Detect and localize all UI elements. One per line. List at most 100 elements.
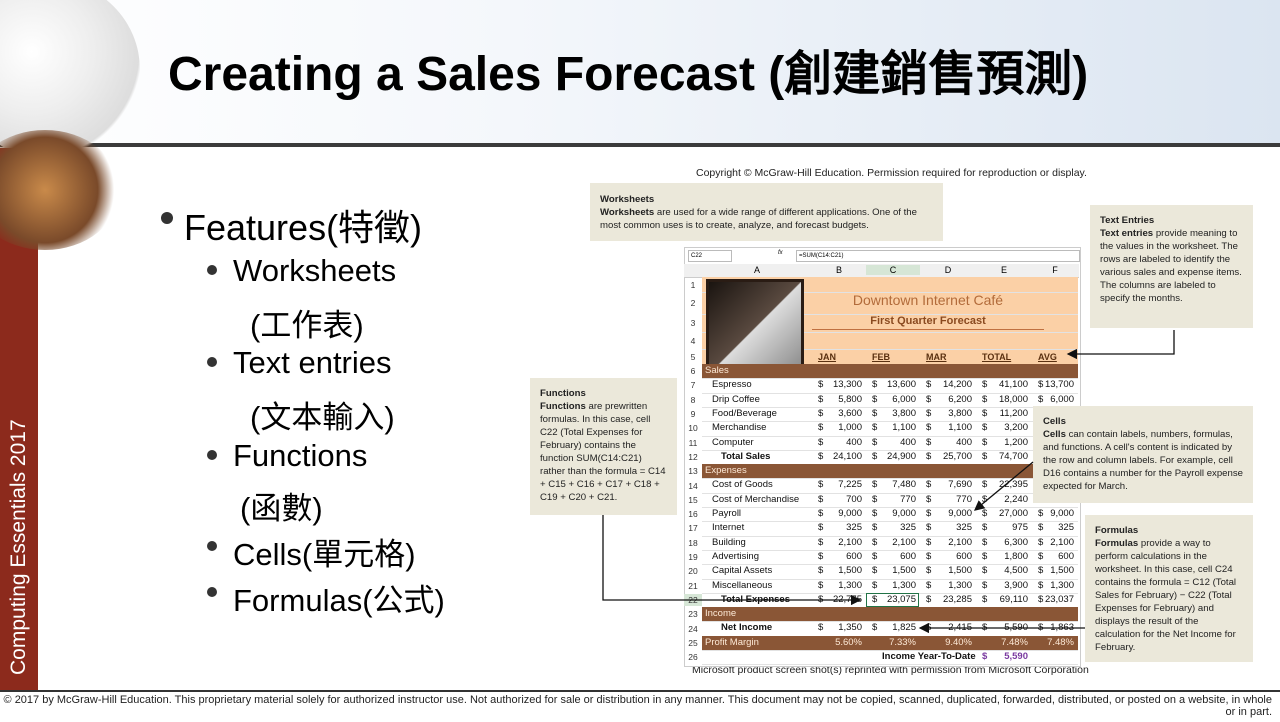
cell-value: 3,600 — [838, 407, 862, 419]
cell-value: 325 — [900, 522, 916, 534]
cell-value: 9,000 — [838, 508, 862, 519]
row-number: 20 — [688, 566, 698, 577]
row-fill — [702, 607, 1078, 622]
row-line — [702, 435, 1078, 437]
currency: $ — [982, 450, 988, 462]
sidebar-text: Computing Essentials 2017 — [7, 419, 30, 675]
currency: $ — [872, 593, 878, 605]
row-number: 15 — [688, 494, 698, 505]
row-label: Computer — [712, 436, 754, 448]
currency: $ — [982, 508, 988, 519]
bullet-item: Text entries — [233, 345, 392, 380]
currency: $ — [982, 550, 988, 562]
cell-value: 2,415 — [948, 622, 972, 634]
row-line — [702, 507, 1078, 508]
cell-value: 770 — [956, 493, 972, 505]
row-number: 14 — [688, 480, 698, 491]
currency: $ — [926, 565, 932, 577]
callout-body: Functions are prewritten formulas. In th… — [540, 401, 666, 503]
currency: $ — [818, 436, 824, 448]
row-line — [702, 664, 1078, 666]
bullet-item: (文本輸入) — [250, 400, 395, 435]
row-number: 9 — [690, 409, 696, 420]
cell-value: 69,110 — [999, 593, 1028, 605]
callout-heading: Functions — [540, 388, 586, 399]
row-label: Total Sales — [721, 450, 771, 462]
currency: $ — [982, 579, 988, 591]
month-header: MAR — [926, 352, 947, 362]
row-line — [702, 406, 1078, 408]
cell-value: 5,590 — [1004, 651, 1028, 662]
row-number: 22 — [684, 593, 702, 606]
row-label: Profit Margin — [705, 636, 759, 648]
month-header: FEB — [872, 352, 890, 362]
cell-value: 7.48% — [1047, 636, 1074, 648]
currency: $ — [872, 379, 878, 391]
row-line — [702, 349, 1078, 350]
currency: $ — [818, 479, 824, 491]
callout-heading: Worksheets — [600, 194, 655, 205]
row-number: 23 — [688, 609, 698, 620]
row-label: Merchandise — [712, 422, 767, 434]
slide-title: Creating a Sales Forecast (創建銷售預測) — [168, 48, 1089, 101]
bullet-dot — [207, 265, 217, 275]
bullet-dot — [207, 541, 217, 551]
bullet-item: (函數) — [240, 491, 323, 526]
row-number: 12 — [688, 451, 698, 462]
bullet-dot — [207, 357, 217, 367]
currency: $ — [1038, 550, 1044, 562]
callout-text: can contain labels, numbers, formulas, a… — [1043, 429, 1243, 492]
currency: $ — [872, 522, 878, 534]
currency: $ — [818, 622, 824, 634]
currency: $ — [982, 651, 988, 662]
cell-value: 6,200 — [948, 393, 972, 405]
cell-value: 325 — [846, 522, 862, 534]
row-fill — [702, 364, 1078, 379]
arrow — [1066, 330, 1175, 360]
cell-value: 6,000 — [892, 393, 916, 405]
currency: $ — [1038, 379, 1044, 391]
row-number: 25 — [688, 637, 698, 648]
cell-value: 1,500 — [892, 565, 916, 577]
row-label: Expenses — [705, 465, 747, 477]
callout-body: Text entries provide meaning to the valu… — [1100, 228, 1242, 304]
callout: Functions Functions are prewritten formul… — [530, 378, 677, 515]
row-line — [702, 449, 1078, 451]
currency: $ — [982, 422, 988, 434]
cell-value: 7.48% — [1001, 636, 1028, 648]
cell-value: 13,300 — [832, 379, 862, 391]
cell-value: 600 — [846, 550, 862, 562]
cell-value: 3,800 — [948, 407, 972, 419]
cell-value: 2,100 — [838, 536, 862, 548]
cell-value: 74,700 — [998, 450, 1028, 462]
cell-value: 400 — [900, 436, 916, 448]
cell-value: 1,500 — [838, 565, 862, 577]
row-line — [702, 392, 1078, 394]
cell-value: 1,800 — [1004, 550, 1028, 562]
cell-value: 3,200 — [1004, 422, 1028, 434]
function-icon: fx — [778, 250, 783, 256]
row-label: Cost of Goods — [712, 479, 773, 491]
currency: $ — [872, 565, 878, 577]
cell-value: 18,000 — [998, 393, 1028, 405]
callout-lead: Formulas — [1095, 538, 1139, 549]
currency: $ — [872, 622, 878, 634]
cell-value: 770 — [900, 493, 916, 505]
row-number: 2 — [690, 298, 696, 308]
cell-value: 24,100 — [832, 450, 862, 462]
photo — [706, 279, 804, 375]
currency: $ — [926, 450, 932, 462]
currency: $ — [926, 579, 932, 591]
cell-value: 975 — [1012, 522, 1028, 534]
cell-value: 3,800 — [892, 407, 916, 419]
currency: $ — [1038, 579, 1044, 591]
callout-text: are used for a wide range of different a… — [600, 207, 917, 231]
cell-value: 5.60% — [835, 636, 862, 648]
row-label: Internet — [712, 522, 745, 534]
row-label: Building — [712, 536, 746, 548]
cell-value: 600 — [900, 550, 916, 562]
callout-text: provide meaning to the values in the wor… — [1100, 228, 1242, 304]
callout-lead: Worksheets — [600, 207, 655, 218]
name-box: C22 — [688, 250, 732, 262]
callout-heading: Formulas — [1095, 525, 1139, 536]
